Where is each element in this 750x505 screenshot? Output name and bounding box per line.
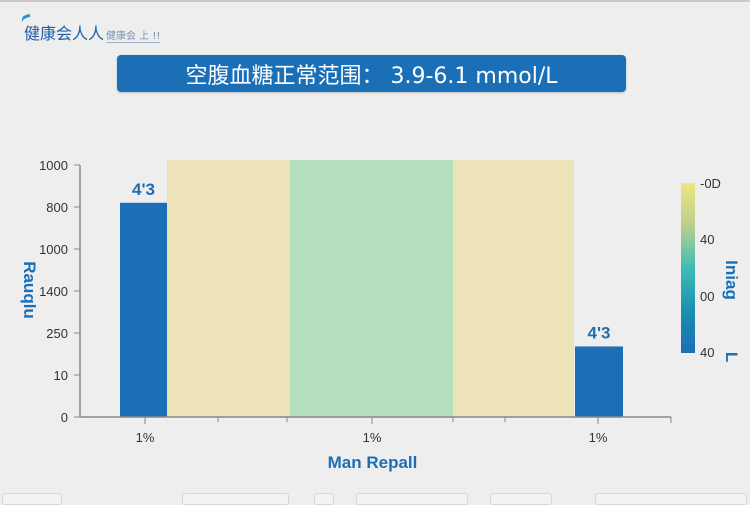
x-tick-label: 1% [136, 430, 155, 445]
y-tick-label: 10 [54, 368, 68, 383]
bottom-control [595, 493, 747, 505]
x-tick-label: 1% [589, 430, 608, 445]
colorbar-label: Iniag [722, 260, 741, 300]
y-tick-label: 800 [46, 200, 68, 215]
chart-title: 空腹血糖正常范围： 3.9-6.1 mmol/L [117, 55, 626, 92]
colorbar-tick-label: 40 [700, 345, 714, 360]
range-band [290, 160, 453, 417]
y-tick-label: 250 [46, 326, 68, 341]
y-tick-label: 1000 [39, 158, 68, 173]
bar [120, 202, 167, 417]
bar-data-label: 4'3 [588, 323, 611, 342]
y-tick-label: 0 [61, 410, 68, 425]
bottom-control [314, 493, 334, 505]
range-band [453, 160, 574, 417]
x-axis-label: Man Repall [327, 453, 418, 472]
logo-subtext: 健康会 上 !! [106, 27, 161, 43]
top-border [0, 0, 750, 2]
bottom-control [356, 493, 468, 505]
y-axis-label: Rauqlu [20, 261, 39, 319]
colorbar-tick-label: 00 [700, 289, 714, 304]
y-tick-label: 1400 [39, 284, 68, 299]
logo-text: 健康会人人 [24, 24, 105, 43]
bar [575, 346, 623, 417]
bottom-control [2, 493, 62, 505]
y-tick-label: 1000 [39, 242, 68, 257]
logo: 健康会人人 健康会 上 !! [24, 20, 161, 44]
colorbar-tick-label: -0D [700, 176, 721, 191]
bottom-control [490, 493, 552, 505]
colorbar-tick-label: 40 [700, 232, 714, 247]
colorbar [681, 183, 695, 353]
range-band [167, 160, 290, 417]
bar-data-label: 4'3 [132, 180, 155, 199]
x-tick-label: 1% [363, 430, 382, 445]
colorbar-bottom-label: L [722, 352, 741, 362]
bottom-control [182, 493, 289, 505]
